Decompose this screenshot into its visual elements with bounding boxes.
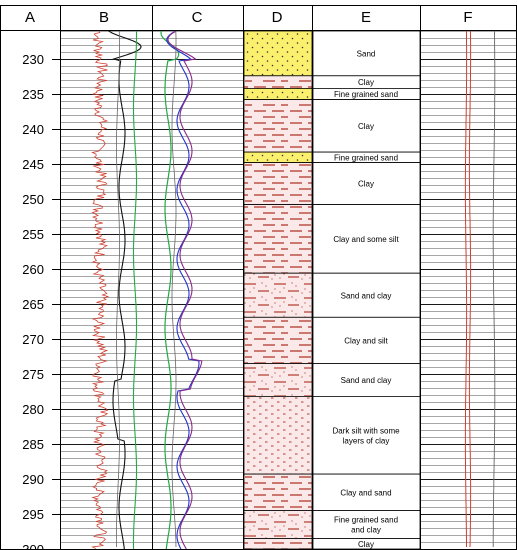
figure-frame <box>0 5 517 550</box>
depth-tick-label: 235 <box>22 87 44 102</box>
depth-tick-label: 270 <box>22 332 44 347</box>
lithology-label-cell <box>312 99 421 153</box>
lithology-label: Clay and sand <box>340 488 391 497</box>
lithology-layer-sandclay <box>243 272 313 318</box>
resistivity-curve-green <box>132 31 138 550</box>
depth-tick-label: 260 <box>22 262 44 277</box>
gamma-ray-curve <box>91 30 110 549</box>
lithology-layer-clay <box>243 473 313 511</box>
column-header-a: A <box>25 9 35 26</box>
lithology-label-cell <box>312 395 421 475</box>
log-curves <box>91 30 496 550</box>
depth-tick-label: 255 <box>22 227 44 242</box>
reference-curve-grey <box>116 31 120 547</box>
lithology-label: Sand <box>357 49 376 58</box>
lithology-label: Clay <box>358 122 374 131</box>
lithology-label: Fine grained sand <box>334 90 398 99</box>
column-header-f: F <box>463 9 472 26</box>
column-headers: A B C D E F <box>25 9 473 26</box>
neutron-curve-blue <box>166 30 200 550</box>
depth-tick-label: 295 <box>22 507 44 522</box>
lithology-label: Sand and clay <box>341 376 392 385</box>
depth-axis-ticks: 230 235 240 245 250 255 260 265 270 275 280 285 290 2… <box>22 52 60 550</box>
lithology-layer-sand <box>243 88 313 101</box>
lithology-layer-clay <box>243 162 313 206</box>
track-f-gridlines <box>421 31 517 550</box>
lithology-label: Clay <box>358 78 374 87</box>
lithology-layer-clay <box>243 75 313 89</box>
lithology-label: Fine grained sand and clay <box>334 516 398 535</box>
lithology-layer-clay <box>243 99 313 153</box>
column-header-d: D <box>272 9 283 26</box>
lithology-layer-sand <box>243 30 313 77</box>
lithology-layer-sandclay <box>243 510 313 539</box>
lithology-label: Fine grained sand <box>334 153 398 162</box>
depth-tick-label: 265 <box>22 297 44 312</box>
track-c-gridlines <box>153 31 243 550</box>
lithology-layer-clay <box>243 204 313 274</box>
lithology-label-cell <box>312 473 421 511</box>
track-b-gridlines <box>61 31 152 550</box>
depth-tick-label: 290 <box>22 472 44 487</box>
column-header-e: E <box>361 9 371 26</box>
lithology-label-cell <box>312 272 421 318</box>
lithology-label-cell <box>312 30 421 77</box>
depth-tick-label: 245 <box>22 157 44 172</box>
depth-tick-label: 275 <box>22 367 44 382</box>
depth-tick-label: 280 <box>22 402 44 417</box>
column-header-b: B <box>99 9 109 26</box>
lithology-layer-sand <box>243 151 313 164</box>
lithology-label-cell <box>312 162 421 206</box>
lithology-label: Sand and clay <box>341 291 392 300</box>
depth-tick-label: 300 <box>22 542 44 550</box>
track-f-curve-red <box>468 31 472 548</box>
lithology-label-cell <box>312 316 421 364</box>
neutron-curve-purple <box>167 30 203 550</box>
depth-tick-label: 285 <box>22 437 44 452</box>
lithology-label: Clay and silt <box>344 336 388 345</box>
depth-tick-label: 230 <box>22 52 44 67</box>
caliper-curve-grey <box>171 30 177 548</box>
depth-tick-label: 240 <box>22 122 44 137</box>
lithology-label: Clay <box>358 540 374 549</box>
resistivity-curve-black <box>108 30 142 550</box>
depth-tick-label: 250 <box>22 192 44 207</box>
track-f-curve-grey <box>492 31 496 547</box>
lithology-layer-silt <box>243 395 313 475</box>
lithology-layer-sandclay <box>243 363 313 397</box>
lithology-label: Clay and some silt <box>333 235 399 244</box>
track-f-curve-red <box>464 30 468 547</box>
lithology-layer-clay <box>243 538 313 550</box>
column-header-c: C <box>192 9 203 26</box>
lithology-column: Sand Clay Fine grained sand Clay Fine graine… <box>243 30 421 550</box>
density-curve-green <box>160 30 180 550</box>
lithology-label: Clay <box>358 180 374 189</box>
lithology-label: Dark silt with some layers of clay <box>332 426 400 445</box>
lithology-layer-clay <box>243 316 313 364</box>
